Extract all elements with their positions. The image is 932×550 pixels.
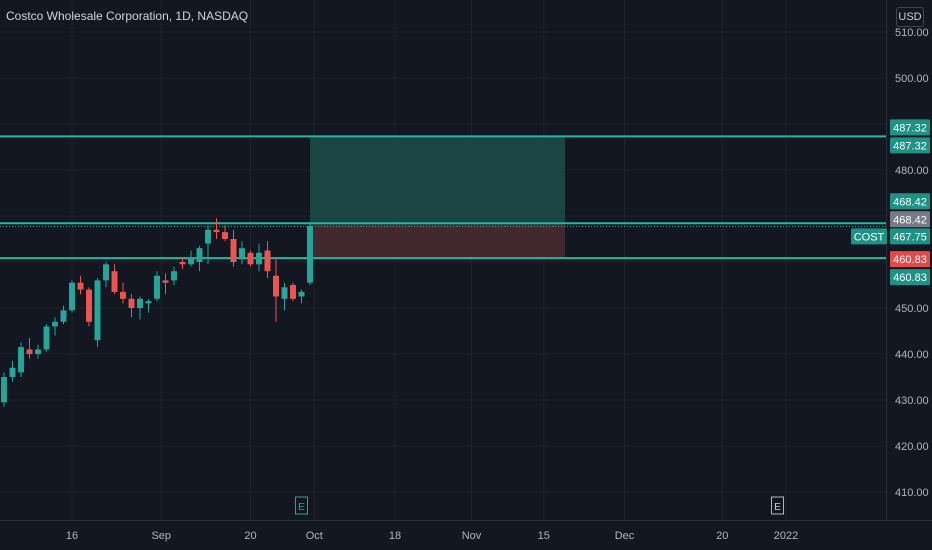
earnings-marker[interactable]: E bbox=[295, 496, 308, 515]
stop-price-tag: 460.83 bbox=[890, 251, 930, 268]
price-tick-label: 480.00 bbox=[895, 165, 929, 177]
candle-body bbox=[103, 264, 109, 281]
stop-loss-zone bbox=[310, 223, 565, 259]
time-tick-label: Oct bbox=[306, 530, 323, 542]
candles bbox=[1, 218, 313, 407]
stop-price-tag-bg bbox=[890, 251, 930, 268]
time-tick-label: 18 bbox=[389, 530, 401, 542]
earnings-marker-box bbox=[295, 496, 308, 515]
candle-body bbox=[281, 287, 288, 299]
candle-body bbox=[213, 229, 220, 233]
current-price-tag: 467.75 bbox=[890, 228, 930, 245]
target-price-tag-bg bbox=[890, 119, 930, 136]
stop-price-tag-2: 460.83 bbox=[890, 269, 930, 286]
stop-price-tag-2-bg bbox=[890, 269, 930, 286]
current-price-tag-bg bbox=[890, 228, 930, 245]
candle-body bbox=[205, 229, 211, 244]
candle-body bbox=[247, 252, 254, 265]
candle-body bbox=[298, 291, 305, 297]
candle-body bbox=[196, 248, 203, 262]
candle-body bbox=[111, 271, 118, 292]
entry-price-tag-text: 468.42 bbox=[893, 196, 927, 208]
position-zones bbox=[310, 136, 565, 259]
currency-button[interactable]: USD bbox=[896, 7, 924, 27]
candle-body bbox=[69, 282, 75, 311]
profit-zone bbox=[310, 136, 565, 224]
candle-body bbox=[162, 280, 169, 283]
entry-price-tag-bg bbox=[890, 193, 930, 210]
time-tick-label: 15 bbox=[538, 530, 550, 542]
symbol-tag-bg bbox=[851, 228, 887, 245]
candle-body bbox=[1, 377, 7, 403]
entry-price-tag-2-bg bbox=[890, 211, 930, 228]
earnings-marker-label: E bbox=[774, 502, 781, 513]
candle-body bbox=[256, 252, 262, 265]
target-price-tag-text: 487.32 bbox=[893, 122, 927, 134]
candle-body bbox=[307, 226, 313, 283]
time-tick-label: 20 bbox=[244, 530, 256, 542]
price-tick-label: 500.00 bbox=[895, 73, 929, 85]
candle-body bbox=[9, 367, 16, 377]
candle-body bbox=[137, 298, 143, 308]
candle-body bbox=[145, 301, 152, 304]
candle-body bbox=[94, 280, 101, 341]
candle-body bbox=[239, 248, 245, 258]
candle-body bbox=[179, 262, 186, 265]
price-tick-label: 510.00 bbox=[895, 27, 929, 39]
candle-body bbox=[43, 326, 50, 350]
candle-body bbox=[230, 239, 237, 262]
symbol-tag: COST bbox=[851, 228, 887, 245]
chart-title[interactable]: Costco Wholesale Corporation, 1D, NASDAQ bbox=[6, 9, 249, 23]
earnings-marker[interactable]: E bbox=[771, 496, 784, 515]
candle-body bbox=[128, 298, 135, 308]
candle-body bbox=[86, 289, 92, 322]
candle-body bbox=[60, 310, 67, 322]
entry-price-tag-2-text: 468.42 bbox=[893, 214, 927, 226]
price-tags: 487.32 487.32 468.42 468.42 467.75 COST 460.83… bbox=[851, 119, 930, 286]
price-tick-label: 430.00 bbox=[895, 395, 929, 407]
candle-body bbox=[18, 347, 24, 373]
candle-body bbox=[52, 321, 58, 327]
stop-price-tag-2-text: 460.83 bbox=[893, 272, 927, 284]
entry-price-tag: 468.42 bbox=[890, 193, 930, 210]
candle-body bbox=[26, 349, 33, 354]
time-tick-label: Sep bbox=[151, 530, 171, 542]
candle-body bbox=[120, 291, 126, 299]
candle-body bbox=[171, 271, 177, 281]
price-tick-label: 420.00 bbox=[895, 441, 929, 453]
price-levels[interactable] bbox=[0, 135, 886, 260]
entry-price-tag-2: 468.42 bbox=[890, 211, 930, 228]
earnings-marker-box bbox=[771, 496, 784, 515]
candle-body bbox=[273, 275, 279, 297]
price-tick-label: 450.00 bbox=[895, 303, 929, 315]
time-tick-label: Nov bbox=[462, 530, 482, 542]
time-tick-label: 16 bbox=[66, 530, 78, 542]
target-price-tag-2: 487.32 bbox=[890, 137, 930, 154]
target-price-tag: 487.32 bbox=[890, 119, 930, 136]
candle-body bbox=[264, 250, 271, 272]
target-price-tag-2-text: 487.32 bbox=[893, 140, 927, 152]
candle-body bbox=[188, 257, 194, 265]
candle-body bbox=[154, 275, 160, 299]
candle-body bbox=[222, 232, 228, 239]
symbol-tag-text: COST bbox=[854, 231, 885, 243]
stop-price-tag-text: 460.83 bbox=[893, 254, 927, 266]
candle-body bbox=[290, 285, 296, 299]
time-tick-label: 2022 bbox=[774, 530, 798, 542]
time-tick-label: Dec bbox=[615, 530, 635, 542]
price-tick-label: 410.00 bbox=[895, 487, 929, 499]
price-tick-label: 440.00 bbox=[895, 349, 929, 361]
current-price-tag-text: 467.75 bbox=[893, 231, 927, 243]
target-price-tag-2-bg bbox=[890, 137, 930, 154]
candle-body bbox=[77, 282, 84, 290]
candle-body bbox=[35, 349, 41, 354]
time-axis[interactable]: 16 Sep 20 Oct 18 Nov 15 Dec 20 2022 bbox=[66, 530, 798, 542]
earnings-marker-label: E bbox=[298, 502, 305, 513]
time-tick-label: 20 bbox=[716, 530, 728, 542]
